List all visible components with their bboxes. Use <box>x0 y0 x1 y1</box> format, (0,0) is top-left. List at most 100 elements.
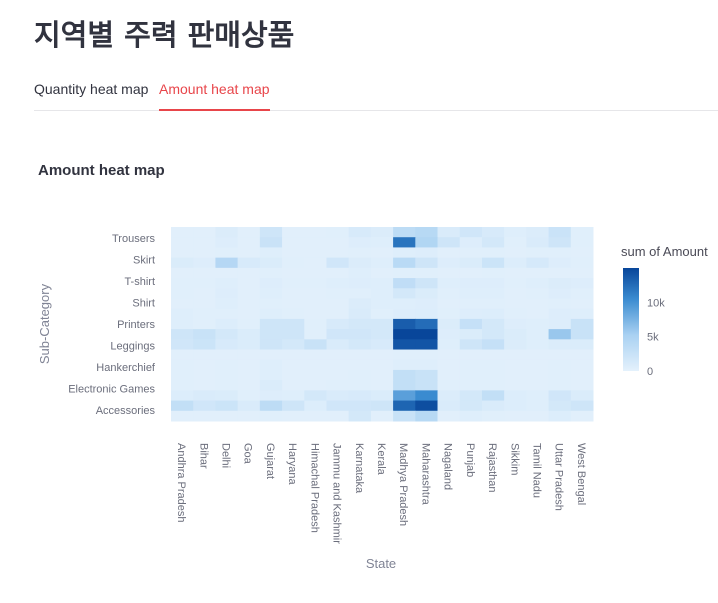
heatmap-cell[interactable] <box>526 227 550 238</box>
heatmap-cell[interactable] <box>459 329 483 340</box>
heatmap-cell[interactable] <box>259 329 283 340</box>
heatmap-cell[interactable] <box>304 308 327 320</box>
heatmap-cell[interactable] <box>215 349 239 361</box>
heatmap-cell[interactable] <box>326 400 350 412</box>
heatmap-cell[interactable] <box>504 400 527 412</box>
heatmap-cell[interactable] <box>237 237 261 248</box>
heatmap-cell[interactable] <box>481 267 505 279</box>
heatmap-cell[interactable] <box>481 257 505 269</box>
heatmap-cell[interactable] <box>171 400 194 412</box>
heatmap-cell[interactable] <box>348 369 372 381</box>
heatmap-cell[interactable] <box>171 318 194 330</box>
heatmap-cell[interactable] <box>193 369 216 381</box>
heatmap-cell[interactable] <box>570 278 594 289</box>
heatmap-cell[interactable] <box>348 359 372 371</box>
heatmap-cell[interactable] <box>526 380 550 391</box>
heatmap-cell[interactable] <box>348 308 372 320</box>
heatmap-cell[interactable] <box>370 410 394 422</box>
heatmap-cell[interactable] <box>393 329 416 340</box>
heatmap-cell[interactable] <box>370 278 394 289</box>
heatmap-cell[interactable] <box>193 278 216 289</box>
heatmap-cell[interactable] <box>282 390 305 402</box>
heatmap-cell[interactable] <box>415 288 439 299</box>
heatmap-cell[interactable] <box>526 308 550 320</box>
heatmap-cell[interactable] <box>215 359 239 371</box>
heatmap-cell[interactable] <box>193 267 216 279</box>
heatmap-cell[interactable] <box>393 400 416 412</box>
heatmap-cell[interactable] <box>259 400 283 412</box>
heatmap-cell[interactable] <box>459 288 483 299</box>
heatmap-cell[interactable] <box>304 349 327 361</box>
heatmap-cell[interactable] <box>215 237 239 248</box>
heatmap-cell[interactable] <box>326 278 350 289</box>
heatmap-cell[interactable] <box>504 288 527 299</box>
heatmap-cell[interactable] <box>326 359 350 371</box>
heatmap-cell[interactable] <box>481 380 505 391</box>
heatmap-cell[interactable] <box>437 349 461 361</box>
heatmap-cell[interactable] <box>171 349 194 361</box>
heatmap-cell[interactable] <box>326 298 350 310</box>
heatmap-cell[interactable] <box>437 410 461 422</box>
heatmap-cell[interactable] <box>348 267 372 279</box>
heatmap-cell[interactable] <box>504 257 527 269</box>
heatmap-cell[interactable] <box>481 410 505 422</box>
heatmap-cell[interactable] <box>459 247 483 259</box>
heatmap-cell[interactable] <box>348 318 372 330</box>
heatmap-cell[interactable] <box>415 390 439 402</box>
heatmap-cell[interactable] <box>171 227 194 238</box>
heatmap-cell[interactable] <box>526 318 550 330</box>
heatmap-cell[interactable] <box>437 288 461 299</box>
heatmap-cell[interactable] <box>259 298 283 310</box>
heatmap-cell[interactable] <box>548 237 572 248</box>
heatmap-cell[interactable] <box>370 298 394 310</box>
heatmap-cell[interactable] <box>171 329 194 340</box>
heatmap-cell[interactable] <box>504 247 527 259</box>
heatmap-cell[interactable] <box>326 237 350 248</box>
heatmap-cell[interactable] <box>171 237 194 248</box>
heatmap-cell[interactable] <box>570 380 594 391</box>
heatmap-cell[interactable] <box>193 288 216 299</box>
heatmap-cell[interactable] <box>415 318 439 330</box>
heatmap-cell[interactable] <box>526 298 550 310</box>
heatmap-cell[interactable] <box>526 237 550 248</box>
heatmap-cell[interactable] <box>504 390 527 402</box>
heatmap-cell[interactable] <box>304 390 327 402</box>
heatmap-cell[interactable] <box>548 329 572 340</box>
heatmap-cell[interactable] <box>504 318 527 330</box>
heatmap-cell[interactable] <box>570 410 594 422</box>
heatmap-cell[interactable] <box>393 247 416 259</box>
heatmap-cell[interactable] <box>370 257 394 269</box>
heatmap-cell[interactable] <box>215 380 239 391</box>
heatmap-cell[interactable] <box>215 227 239 238</box>
heatmap-cell[interactable] <box>570 288 594 299</box>
heatmap-cell[interactable] <box>237 257 261 269</box>
heatmap-cell[interactable] <box>393 318 416 330</box>
heatmap-cell[interactable] <box>304 267 327 279</box>
heatmap-cell[interactable] <box>171 278 194 289</box>
heatmap-cell[interactable] <box>570 298 594 310</box>
heatmap-cell[interactable] <box>215 308 239 320</box>
heatmap-cell[interactable] <box>481 237 505 248</box>
heatmap-cell[interactable] <box>548 267 572 279</box>
heatmap-cell[interactable] <box>215 390 239 402</box>
heatmap-cell[interactable] <box>304 278 327 289</box>
heatmap-cell[interactable] <box>415 257 439 269</box>
heatmap-cell[interactable] <box>415 237 439 248</box>
heatmap-cell[interactable] <box>348 410 372 422</box>
heatmap-cell[interactable] <box>437 380 461 391</box>
heatmap-cell[interactable] <box>237 278 261 289</box>
heatmap-cell[interactable] <box>437 257 461 269</box>
heatmap-cell[interactable] <box>193 349 216 361</box>
heatmap-cell[interactable] <box>526 359 550 371</box>
heatmap-cell[interactable] <box>548 400 572 412</box>
heatmap-cell[interactable] <box>304 400 327 412</box>
heatmap-cell[interactable] <box>548 318 572 330</box>
heatmap-cell[interactable] <box>415 227 439 238</box>
heatmap-cell[interactable] <box>526 390 550 402</box>
heatmap-cell[interactable] <box>437 247 461 259</box>
heatmap-cell[interactable] <box>193 400 216 412</box>
heatmap-cell[interactable] <box>171 247 194 259</box>
heatmap-cell[interactable] <box>348 329 372 340</box>
heatmap-cell[interactable] <box>370 349 394 361</box>
heatmap-cell[interactable] <box>437 369 461 381</box>
